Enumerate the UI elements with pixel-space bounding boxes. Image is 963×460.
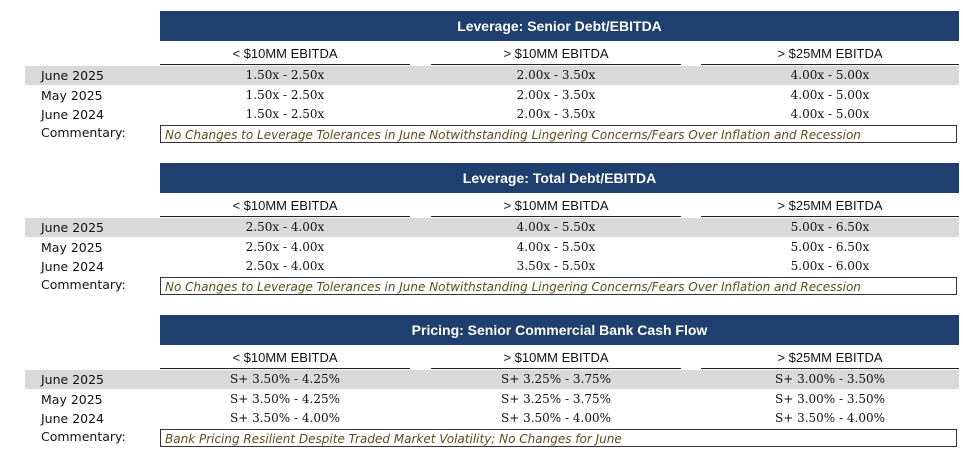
row-label: May 2025 xyxy=(41,391,103,407)
row-label: June 2024 xyxy=(41,107,105,122)
column-header: > $25MM EBITDA xyxy=(701,44,959,65)
table-cell: 1.50x - 2.50x xyxy=(245,107,325,121)
table-cell: 5.00x - 6.50x xyxy=(790,239,870,254)
section-title: Leverage: Total Debt/EBITDA xyxy=(160,163,959,193)
row-label: May 2025 xyxy=(41,239,103,255)
table-cell: 5.00x - 6.50x xyxy=(790,220,870,234)
table-cell: S+ 3.25% - 3.75% xyxy=(500,391,611,406)
table-row: May 2025 1.50x - 2.50x 2.00x - 3.50x 4.00x … xyxy=(25,86,959,105)
table-cell: 4.00x - 5.00x xyxy=(790,87,870,102)
commentary-box: Bank Pricing Resilient Despite Traded Ma… xyxy=(160,429,957,447)
column-header: < $10MM EBITDA xyxy=(160,196,410,217)
row-label: June 2025 xyxy=(41,68,105,83)
commentary-box: No Changes to Leverage Tolerances in Jun… xyxy=(160,277,957,295)
table-row: May 2025 S+ 3.50% - 4.25% S+ 3.25% - 3.75%… xyxy=(25,390,959,409)
row-label: June 2024 xyxy=(41,259,105,274)
table-cell: 4.00x - 5.00x xyxy=(790,107,870,121)
table-row: June 2024 2.50x - 4.00x 3.50x - 5.50x 5.00x… xyxy=(25,257,959,276)
table-row: June 2024 S+ 3.50% - 4.00% S+ 3.50% - 4.00… xyxy=(25,409,959,428)
commentary-label: Commentary: xyxy=(41,125,126,140)
table-cell: S+ 3.50% - 4.00% xyxy=(774,411,885,425)
table-row: June 2025 1.50x - 2.50x 2.00x - 3.50x 4.00x… xyxy=(25,66,959,85)
table-cell: S+ 3.00% - 3.50% xyxy=(774,372,885,386)
table-cell: 2.00x - 3.50x xyxy=(516,87,596,102)
table-cell: S+ 3.50% - 4.25% xyxy=(229,372,340,386)
table-cell: 1.50x - 2.50x xyxy=(245,87,325,102)
table-cell: 2.00x - 3.50x xyxy=(516,68,596,82)
column-header: < $10MM EBITDA xyxy=(160,348,410,369)
column-header: > $25MM EBITDA xyxy=(701,348,959,369)
table-cell: S+ 3.50% - 4.25% xyxy=(229,391,340,406)
column-header: < $10MM EBITDA xyxy=(160,44,410,65)
table-cell: 3.50x - 5.50x xyxy=(516,259,596,273)
table-cell: S+ 3.25% - 3.75% xyxy=(500,372,611,386)
column-header: > $10MM EBITDA xyxy=(431,44,681,65)
commentary-box: No Changes to Leverage Tolerances in Jun… xyxy=(160,125,957,143)
table-cell: 2.00x - 3.50x xyxy=(516,107,596,121)
table-row: June 2024 1.50x - 2.50x 2.00x - 3.50x 4.00x… xyxy=(25,105,959,124)
table-row: June 2025 S+ 3.50% - 4.25% S+ 3.25% - 3.75… xyxy=(25,370,959,389)
table-cell: 2.50x - 4.00x xyxy=(245,259,325,273)
row-label: May 2025 xyxy=(41,87,103,103)
row-label: June 2025 xyxy=(41,372,105,387)
commentary-label: Commentary: xyxy=(41,429,126,444)
table-row: June 2025 2.50x - 4.00x 4.00x - 5.50x 5.00x… xyxy=(25,218,959,237)
column-header: > $10MM EBITDA xyxy=(431,348,681,369)
table-cell: 2.50x - 4.00x xyxy=(245,239,325,254)
section-title: Leverage: Senior Debt/EBITDA xyxy=(160,11,959,41)
table-cell: S+ 3.00% - 3.50% xyxy=(774,391,885,406)
table-cell: S+ 3.50% - 4.00% xyxy=(229,411,340,425)
row-label: June 2024 xyxy=(41,411,105,426)
table-cell: 2.50x - 4.00x xyxy=(245,220,325,234)
commentary-label: Commentary: xyxy=(41,277,126,292)
table-row: May 2025 2.50x - 4.00x 4.00x - 5.50x 5.00x … xyxy=(25,238,959,257)
column-header: > $10MM EBITDA xyxy=(431,196,681,217)
section-title: Pricing: Senior Commercial Bank Cash Flo… xyxy=(160,315,959,345)
table-cell: 5.00x - 6.00x xyxy=(790,259,870,273)
table-cell: S+ 3.50% - 4.00% xyxy=(500,411,611,425)
table-cell: 4.00x - 5.50x xyxy=(516,239,596,254)
table-cell: 4.00x - 5.00x xyxy=(790,68,870,82)
row-label: June 2025 xyxy=(41,220,105,235)
column-header: > $25MM EBITDA xyxy=(701,196,959,217)
table-cell: 1.50x - 2.50x xyxy=(245,68,325,82)
table-cell: 4.00x - 5.50x xyxy=(516,220,596,234)
